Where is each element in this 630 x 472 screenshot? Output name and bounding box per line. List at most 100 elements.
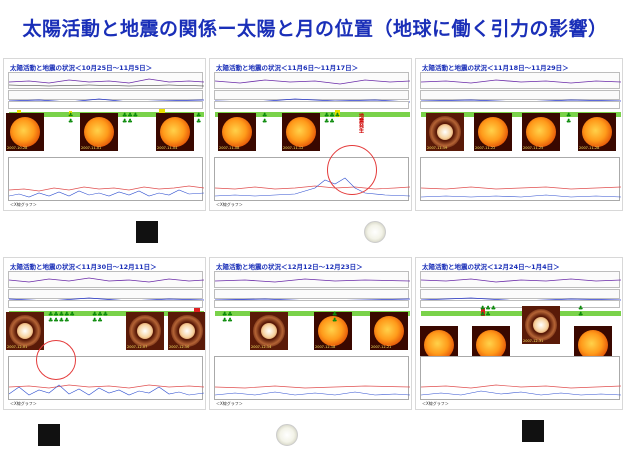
magnetic-strip xyxy=(214,90,411,103)
xray-graph-lines xyxy=(8,185,205,198)
panel-title: 太陽活動と地震の状況＜12月12日～12月23日＞ xyxy=(216,263,363,271)
sun-image: 2007-11-04 xyxy=(156,113,194,151)
panel-title: 太陽活動と地震の状況＜12月24日～1月4日＞ xyxy=(422,263,560,271)
panel-5: 太陽活動と地震の状況＜12月12日～12月23日＞ 2007-12-14 200… xyxy=(209,257,412,410)
sun-image: 2007-12-21 xyxy=(370,312,408,350)
sun-image: 2007-11-12 xyxy=(282,113,320,151)
quake-annotation: 地震発生 xyxy=(358,113,364,133)
magnetic-strip xyxy=(8,90,205,103)
kp-strip xyxy=(214,101,410,117)
xray-graph xyxy=(420,356,622,400)
highlight-circle xyxy=(327,145,377,195)
new-moon-icon xyxy=(522,420,544,442)
solar-wind-strip xyxy=(8,271,205,288)
quake-markers: ♣♣♣ ♣♣ xyxy=(324,112,341,125)
sun-image: 2007-12-18 xyxy=(314,312,352,350)
xray-graph xyxy=(214,157,411,201)
kp-strip xyxy=(420,300,621,316)
corona-image: 2007-12-10 xyxy=(168,312,205,350)
kp-bars xyxy=(215,311,410,316)
panel-title: 太陽活動と地震の状況＜11月6日～11月17日＞ xyxy=(216,64,359,72)
panel-1: 太陽活動と地震の状況＜10月25日～11月5日＞ 2007-10-28 2007… xyxy=(3,58,206,211)
solar-wind-strip xyxy=(214,271,411,288)
corona-image: 2007-12-31 xyxy=(522,306,560,344)
kp-strip xyxy=(420,101,621,117)
sun-images: 2007-12-14 2007-12-18 2007-12-21 ♣♣ ♣♣ ♣ ♣ xyxy=(212,312,411,356)
solar-wind-line xyxy=(214,278,411,283)
xray-graph-lines xyxy=(214,385,411,396)
graph-label: ＜X線グラフ＞ xyxy=(422,401,449,406)
sun-images: 2007-12-31 2007-12-25 2007-12-28 2008-01… xyxy=(418,306,622,364)
magnetic-strip xyxy=(420,289,622,302)
quake-markers: ♣ ♣ xyxy=(566,112,572,125)
sun-image: 2007-11-22 xyxy=(474,113,512,151)
sun-image: 2007-11-25 xyxy=(522,113,560,151)
solar-wind-line xyxy=(420,79,622,84)
sun-image: 2007-10-28 xyxy=(6,113,44,151)
xray-graph xyxy=(8,356,205,400)
corona-image: 2007-12-07 xyxy=(126,312,164,350)
xray-graph xyxy=(420,157,622,201)
solar-wind-line xyxy=(8,78,205,87)
sun-image: 2007-11-01 xyxy=(80,113,118,151)
new-moon-icon xyxy=(38,424,60,446)
solar-wind-line xyxy=(214,79,411,85)
graph-label: ＜X線グラフ＞ xyxy=(216,202,243,207)
quake-markers: ♣ ♣ xyxy=(196,112,202,125)
corona-image: 2007-12-14 xyxy=(250,312,288,350)
full-moon-icon xyxy=(364,221,386,243)
xray-graph-lines xyxy=(420,384,622,396)
sun-image: 2007-11-08 xyxy=(218,113,256,151)
solar-wind-line xyxy=(420,278,622,283)
magnetic-strip xyxy=(420,90,622,103)
panel-title: 太陽活動と地震の状況＜11月30日～12月11日＞ xyxy=(10,263,157,271)
quake-markers: ♣♣♣ ♣♣ xyxy=(92,311,109,324)
kp-strip xyxy=(214,300,410,316)
panel-4: 太陽活動と地震の状況＜11月30日～12月11日＞ 2007-12-01 200… xyxy=(3,257,206,410)
new-moon-icon xyxy=(136,221,158,243)
panel-2: 太陽活動と地震の状況＜11月6日～11月17日＞ 2007-11-08 2007… xyxy=(209,58,412,211)
xray-graph-lines xyxy=(420,186,622,198)
kp-bars xyxy=(421,112,621,117)
corona-image: 2007-12-01 xyxy=(6,312,44,350)
sun-image: 2007-11-28 xyxy=(578,113,616,151)
xray-graph-lines xyxy=(8,384,205,396)
panel-title: 太陽活動と地震の状況＜11月18日～11月29日＞ xyxy=(422,64,569,72)
magnetic-strip xyxy=(8,289,205,302)
solar-wind-strip xyxy=(8,72,205,89)
kp-bars xyxy=(421,308,621,316)
graph-label: ＜X線グラフ＞ xyxy=(216,401,243,406)
xray-graph-lines xyxy=(214,177,411,197)
slide-title: 太陽活動と地震の関係ー太陽と月の位置（地球に働く引力の影響） xyxy=(22,18,608,40)
corona-image: 2007-11-19 xyxy=(426,113,464,151)
sun-images: 2007-10-28 2007-11-01 2007-11-04 ♣ ♣ ♣♣♣ ♣… xyxy=(6,113,205,157)
highlight-circle xyxy=(36,340,76,380)
panel-3: 太陽活動と地震の状況＜11月18日～11月29日＞ 2007-11-19 200… xyxy=(415,58,623,211)
quake-markers: ♣ ♣ xyxy=(68,112,74,125)
xray-graph xyxy=(8,157,205,201)
quake-markers: ♣♣ ♣♣ xyxy=(222,311,233,324)
panel-6: 太陽活動と地震の状況＜12月24日～1月4日＞ 2007-12-31 2007-… xyxy=(415,257,623,410)
graph-label: ＜X線グラフ＞ xyxy=(10,202,37,207)
kp-strip xyxy=(8,300,204,316)
sun-images: 2007-12-01 2007-12-07 2007-12-10 ♣♣♣♣♣ ♣♣… xyxy=(6,312,205,356)
sun-images: 2007-11-19 2007-11-22 2007-11-25 2007-11… xyxy=(418,113,622,157)
solar-wind-strip xyxy=(420,271,622,288)
quake-markers: ♣♣♣ ♣♣ xyxy=(122,112,139,125)
quake-markers: ♣ ♣ xyxy=(262,112,268,125)
quake-markers: ♣ ♣ xyxy=(332,311,338,324)
quake-markers: ♣ ♣ xyxy=(578,305,584,318)
solar-wind-strip xyxy=(420,72,622,89)
xray-graph xyxy=(214,356,411,400)
quake-markers: ♣♣♣♣♣ ♣♣♣♣ xyxy=(48,311,75,324)
solar-wind-strip xyxy=(214,72,411,89)
sun-images: 2007-11-08 2007-11-12 ♣ ♣ ♣♣♣ ♣♣ 地震発生 xyxy=(212,113,411,157)
solar-wind-line xyxy=(8,277,205,283)
graph-label: ＜X線グラフ＞ xyxy=(10,401,37,406)
full-moon-icon xyxy=(276,424,298,446)
quake-markers: ♣♣♣ ♣♣ xyxy=(480,305,497,318)
magnetic-strip xyxy=(214,289,411,302)
panel-title: 太陽活動と地震の状況＜10月25日～11月5日＞ xyxy=(10,64,153,72)
kp-strip xyxy=(8,101,204,117)
